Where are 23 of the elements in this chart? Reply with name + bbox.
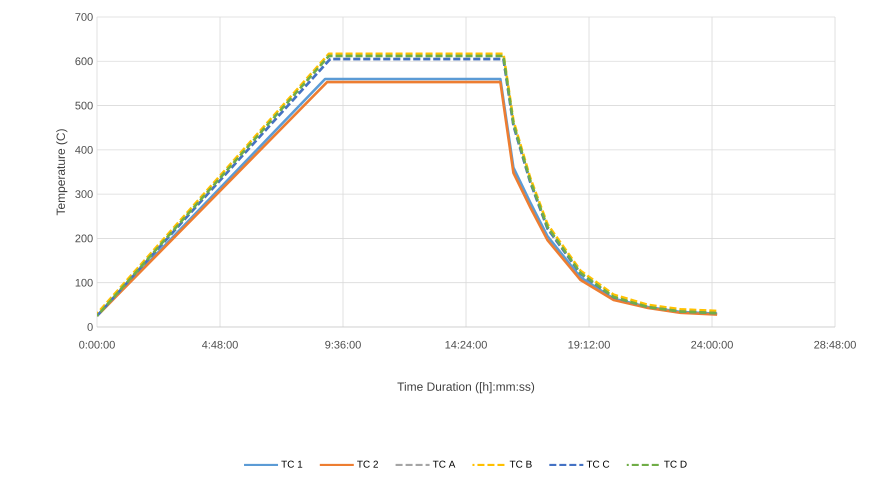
legend-label: TC A [432,460,456,468]
y-tick-label: 0 [87,323,93,331]
legend-label: TC B [510,460,532,468]
x-tick-label: 4:48:00 [202,340,238,349]
y-axis-title: Temperature (C) [56,129,68,216]
legend-label: TC 1 [281,460,302,468]
x-tick-label: 9:36:00 [325,340,361,349]
y-tick-label: 300 [75,190,93,198]
x-tick-label: 14:24:00 [446,340,487,349]
x-tick-label: 24:00:00 [691,340,733,349]
y-tick-label: 400 [75,146,93,154]
x-tick-label: 0:00:00 [79,340,115,349]
legend-label: TC C [586,460,610,468]
y-tick-label: 100 [76,278,93,287]
x-tick-label: 28:48:00 [814,340,856,349]
y-tick-label: 600 [75,57,93,66]
y-tick-label: 700 [75,13,93,21]
x-tick-label: 19:12:00 [568,340,610,349]
x-axis-title: Time Duration ([h]:mm:ss) [397,382,534,394]
legend-label: TC D [664,460,687,468]
y-tick-label: 200 [75,234,93,242]
legend-label: TC 2 [357,460,378,468]
y-tick-label: 500 [75,102,93,110]
